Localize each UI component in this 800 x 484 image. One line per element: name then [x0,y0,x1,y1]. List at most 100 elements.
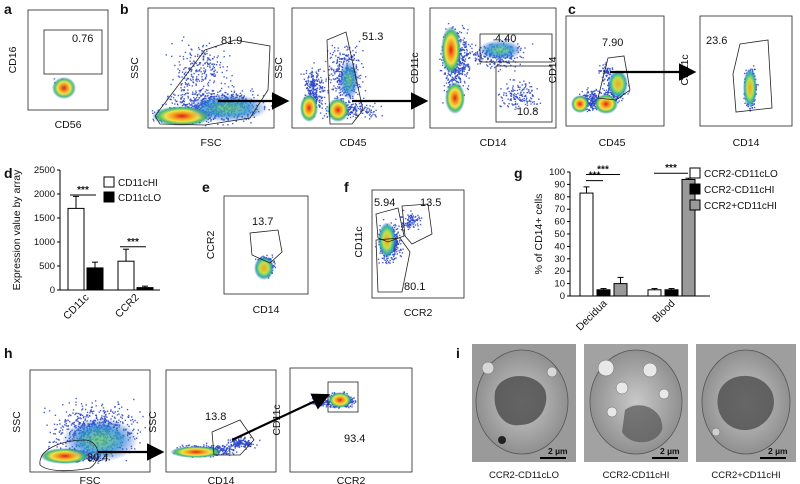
y-tick-label: 80 [554,192,565,203]
y-tick-label: 90 [554,179,565,190]
sig-label: *** [589,171,601,182]
y-tick-label: 2000 [34,189,55,200]
em-caption-2: CCR2-CD11cHI [603,470,670,481]
y-axis-label: CD11c [353,226,365,257]
x-axis-label: CCR2 [337,475,366,484]
x-axis-label: CD14 [733,137,760,149]
gate-value-bl: 80.1 [404,281,425,293]
y-tick-label: 1000 [34,237,55,248]
x-tick-label: Decidua [574,298,610,334]
y-tick-label: 60 [554,217,565,228]
em-image-2: 2 µm CCR2-CD11cHI [584,344,688,481]
gate [154,39,271,126]
x-axis-label: CD45 [599,137,626,149]
flow-plot-h1: 80.4 FSC SSC [11,369,151,484]
bar [136,287,154,291]
gate-value-tr: 13.5 [420,197,441,209]
x-axis-label: FSC [201,137,222,149]
gate [39,439,99,472]
flow-plot-c2: 23.6 CD14 CD11c [679,15,793,149]
x-tick-label: CCR2 [113,292,142,321]
y-tick-label: 10 [554,279,565,290]
legend-label: CD11cLO [118,193,161,204]
x-axis-label: CD56 [55,119,82,131]
em-image-1: 2 µm CCR2-CD11cLO [472,344,576,481]
flow-plot-f: 5.94 13.5 80.1 CCR2 CD11c [353,189,465,319]
gate-lo [495,65,553,123]
gate [326,31,364,125]
y-tick-label: 100 [549,167,565,178]
bar [579,192,594,297]
flow-plot-a: 0.76 CD56 CD16 [7,9,109,131]
x-axis-label: CCR2 [404,307,433,319]
gate-tl [375,207,405,243]
gate-value-tl: 5.94 [374,197,395,209]
legend-swatch [689,199,701,211]
panel-label-e: e [202,179,210,195]
em-caption-3: CCR2+CD11cHI [711,470,780,481]
y-tick-label: 50 [554,229,565,240]
scale-bar-label: 2 µm [768,446,788,456]
panel-label-c: c [568,1,576,17]
y-axis-label: SSC [147,411,159,433]
flow-plot-b1: 81.9 FSC SSC [129,7,275,149]
bar [67,207,85,291]
gate-hi [479,33,553,63]
legend-swatch [103,191,115,203]
legend-swatch [103,176,115,188]
sig-label: *** [77,185,89,196]
legend-label: CCR2-CD11cHI [704,185,774,196]
y-axis-label: SSC [273,57,285,79]
gate-value: 80.4 [87,452,108,464]
flow-plot-b3: 4.40 10.8 CD14 CD11c [409,7,557,149]
legend-label: CD11cHI [118,178,158,189]
x-axis-label: CD14 [480,137,507,149]
y-tick-label: 40 [554,241,565,252]
y-tick-label: 1500 [34,213,55,224]
gate [43,29,103,75]
arrow [231,393,330,441]
sig-label: *** [665,163,677,174]
bar [613,283,628,297]
y-axis-label: SSC [11,411,23,433]
flow-plot-h3: 93.4 CCR2 CD11c [271,367,413,484]
flow-plot-b2: 51.3 CD45 SSC [273,7,415,149]
em-image-3: 2 µm CCR2+CD11cHI [696,344,796,481]
flow-plot-e: 13.7 CD14 CCR2 [205,195,309,316]
gate [732,39,773,113]
scale-bar-label: 2 µm [548,446,568,456]
x-axis-label: CD14 [208,475,235,484]
sig-label: *** [127,237,139,248]
y-tick-label: 20 [554,266,565,277]
y-axis-label: CD16 [7,46,19,73]
x-axis-label: CD45 [340,137,367,149]
gate-value: 93.4 [344,433,365,445]
bar-chart-d: 0 500 1000 1500 2000 2500 Expression value by … [11,165,161,322]
legend-label: CCR2-CD11cLO [704,169,778,180]
gate-value: 7.90 [602,37,623,49]
panel-label-f: f [344,179,349,195]
gate [211,419,255,456]
y-axis-label: % of CD14+ cells [533,194,545,275]
panel-label-d: d [4,165,13,181]
x-tick-label: CD11c [61,292,92,323]
y-tick-label: 500 [39,261,55,272]
bar [596,289,611,297]
gate-value: 23.6 [706,35,727,47]
scale-bar-label: 2 µm [660,446,680,456]
gate-value: 13.8 [205,411,226,423]
gate-value: 13.7 [252,216,273,228]
gate-bl [375,237,411,293]
y-axis-label: CD11c [679,54,691,85]
y-tick-label: 30 [554,254,565,265]
x-axis-label: FSC [80,475,101,484]
panel-label-h: h [4,345,13,361]
bar [117,260,135,291]
legend-swatch [689,167,701,179]
gate-value: 81.9 [221,35,242,47]
panel-label-i: i [456,345,460,361]
y-axis-label: CD14 [547,56,559,83]
bar [664,289,679,297]
